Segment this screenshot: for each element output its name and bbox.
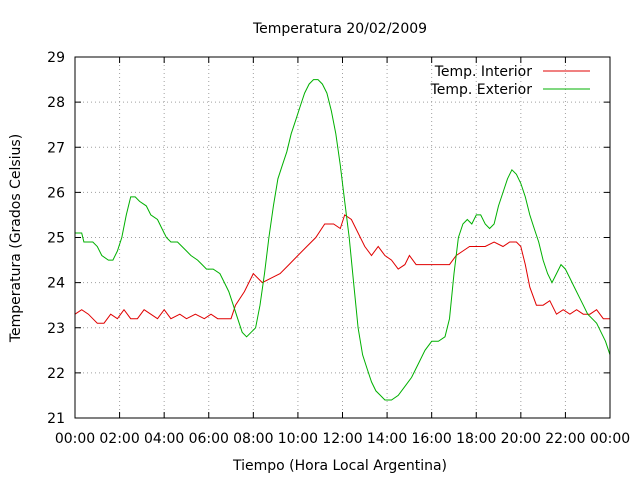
x-tick-label: 00:00 xyxy=(55,431,95,447)
y-tick-label: 22 xyxy=(47,366,65,382)
x-tick-label: 14:00 xyxy=(367,431,407,447)
y-tick-label: 26 xyxy=(47,185,65,201)
y-tick-label: 24 xyxy=(47,276,65,292)
x-tick-label: 22:00 xyxy=(545,431,585,447)
legend-label-temp-exterior: Temp. Exterior xyxy=(430,82,533,98)
chart-title: Temperatura 20/02/2009 xyxy=(252,21,427,37)
x-tick-label: 08:00 xyxy=(233,431,273,447)
x-tick-label: 20:00 xyxy=(501,431,541,447)
plot-frame xyxy=(74,56,611,419)
y-tick-label: 25 xyxy=(47,231,65,247)
x-tick-label: 10:00 xyxy=(278,431,318,447)
y-axis-label: Temperatura (Grados Celsius) xyxy=(8,134,24,343)
x-tick-label: 16:00 xyxy=(411,431,451,447)
tick-labels: 00:00 02:00 04:00 06:00 08:00 10:00 12:00 14:00… xyxy=(47,50,630,447)
legend: Temp. Interior Temp. Exterior xyxy=(430,64,590,98)
x-tick-label: 18:00 xyxy=(456,431,496,447)
y-tick-label: 28 xyxy=(47,95,65,111)
legend-label-temp-interior: Temp. Interior xyxy=(434,64,533,80)
grid-lines xyxy=(75,57,610,418)
x-tick-label: 02:00 xyxy=(99,431,139,447)
x-tick-label: 00:00 xyxy=(590,431,630,447)
series-line-temp-exterior xyxy=(75,79,611,401)
y-tick-label: 29 xyxy=(47,50,65,66)
x-tick-label: 12:00 xyxy=(322,431,362,447)
y-tick-label: 27 xyxy=(47,140,65,156)
y-tick-label: 21 xyxy=(47,411,65,427)
x-tick-label: 06:00 xyxy=(189,431,229,447)
x-tick-label: 04:00 xyxy=(144,431,184,447)
series-line-temp-interior xyxy=(74,214,610,324)
y-tick-label: 23 xyxy=(47,321,65,337)
series-lines xyxy=(74,79,611,401)
x-axis-label: Tiempo (Hora Local Argentina) xyxy=(232,458,447,474)
